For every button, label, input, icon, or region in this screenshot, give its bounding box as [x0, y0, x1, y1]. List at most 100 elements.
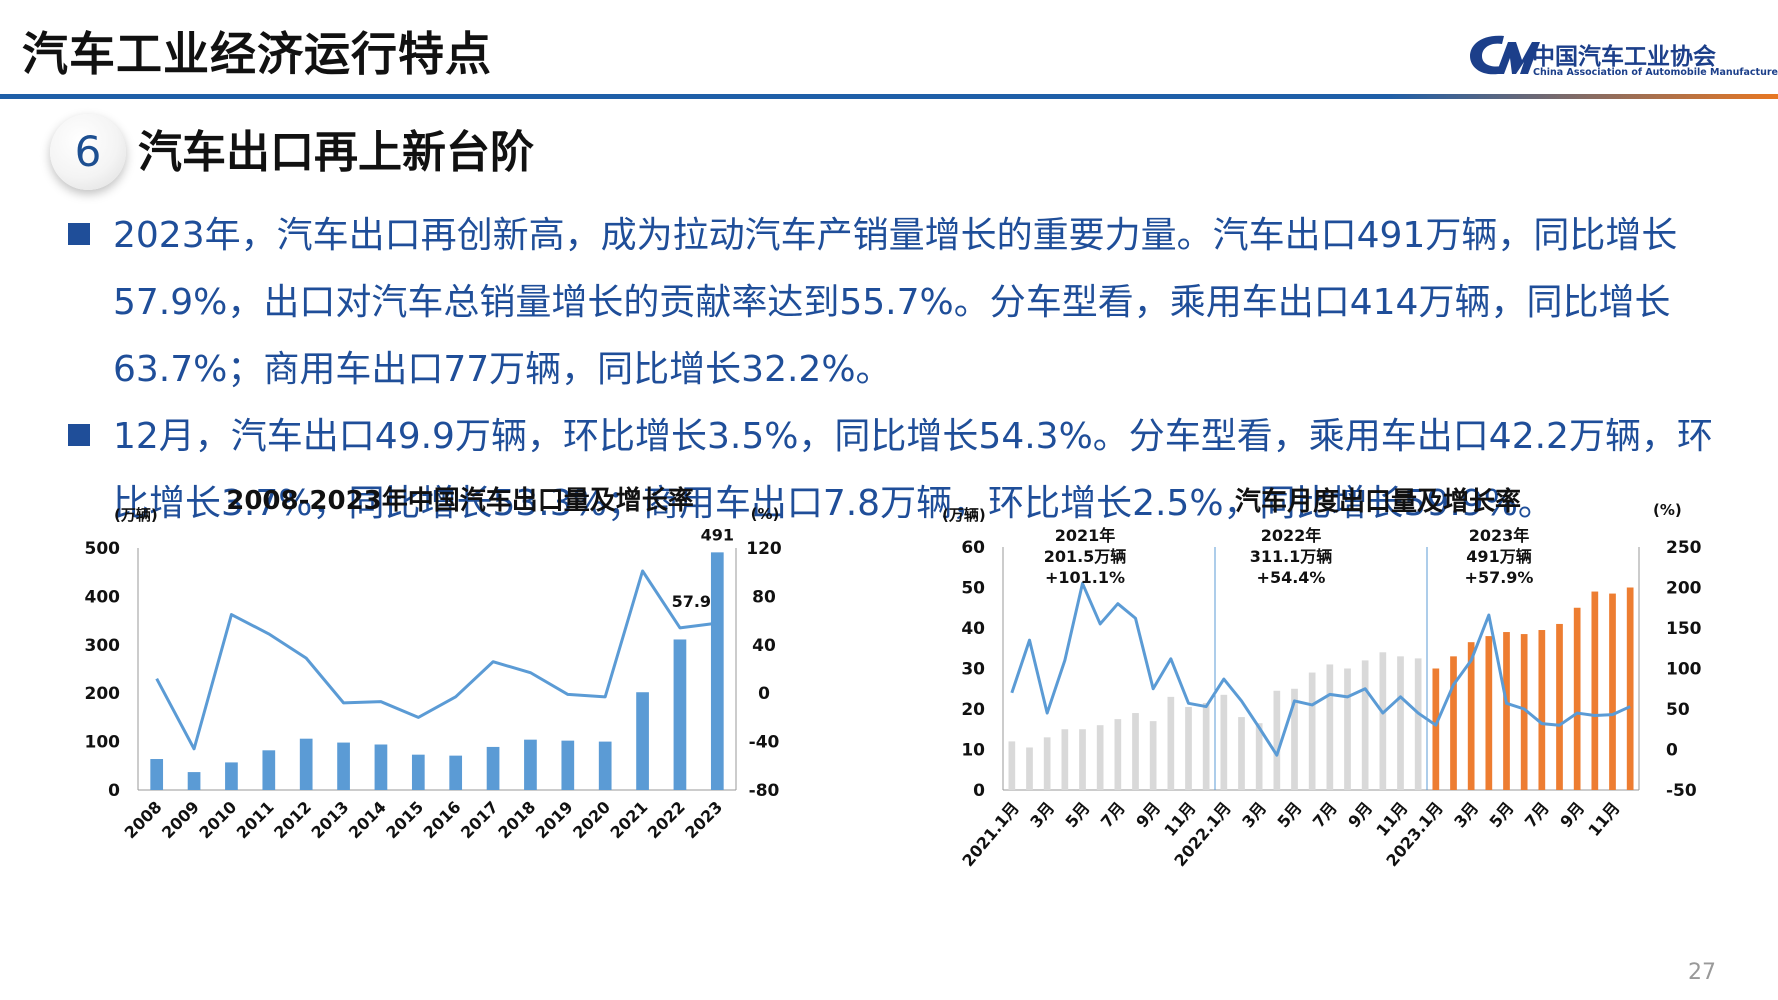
bar-monthly-export: [1414, 658, 1422, 790]
y-tick-label-left: 300: [85, 636, 121, 656]
bar-monthly-export: [1538, 630, 1546, 790]
bar-export-volume: [598, 741, 612, 790]
bar-export-volume: [673, 639, 687, 790]
chart-title: 2008-2023年中国汽车出口量及增长率: [226, 485, 694, 516]
bar-export-volume: [225, 762, 238, 790]
y-unit-right: (%): [751, 505, 780, 523]
line-growth-rate: [155, 569, 718, 751]
bar-monthly-export: [1026, 747, 1033, 790]
bar-monthly-export: [1520, 634, 1528, 790]
bar-monthly-export: [1344, 668, 1351, 790]
bar-export-volume: [561, 740, 575, 790]
bar-export-volume: [486, 746, 500, 790]
bar-monthly-export: [1043, 737, 1051, 790]
bar-monthly-export: [1397, 656, 1404, 790]
bullet-square-icon: [68, 424, 90, 446]
y-tick-label-right: 80: [752, 587, 776, 607]
bar-monthly-export: [1255, 723, 1263, 790]
bar-monthly-export: [1220, 694, 1228, 790]
bullet-item: 2023年，汽车出口再创新高，成为拉动汽车产销量增长的重要力量。汽车出口491万…: [68, 202, 1728, 403]
x-tick-label: 9月: [1344, 798, 1376, 831]
group-label-growth: +101.1%: [1045, 568, 1125, 587]
y-tick-label-left: 60: [961, 538, 985, 558]
bullet-item: 12月，汽车出口49.9万辆，环比增长3.5%，同比增长54.3%。分车型看，乘…: [68, 403, 1728, 537]
bar-export-volume: [337, 742, 350, 790]
y-tick-label-left: 500: [85, 539, 121, 559]
x-tick-label: 2008: [121, 797, 166, 842]
bar-monthly-export: [1079, 729, 1086, 790]
bar-monthly-export: [1361, 660, 1369, 790]
x-tick-label: 2013: [307, 797, 352, 842]
x-tick-label: 7月: [1309, 798, 1341, 831]
bar-monthly-export: [1591, 591, 1599, 790]
bar-monthly-export: [1326, 664, 1334, 790]
chart-title: 汽车月度出口量及增长率: [1235, 486, 1521, 517]
y-tick-label-right: 50: [1666, 700, 1690, 720]
annual-export-chart: 2008-2023年中国汽车出口量及增长率 (万辆) (%) 0 100 200 300 40…: [85, 485, 782, 842]
group-label-year: 2021年: [1055, 526, 1116, 545]
bar-monthly-export: [1008, 741, 1016, 790]
x-tick-label: 2023: [681, 797, 726, 842]
bar-monthly-export: [1114, 719, 1122, 790]
x-tick-label: 2022: [644, 797, 689, 842]
x-tick-label: 7月: [1521, 798, 1553, 831]
y-tick-label-left: 400: [85, 587, 121, 607]
x-tick-label: 2014: [345, 797, 390, 842]
y-tick-label-right: -40: [749, 733, 780, 753]
bar-monthly-export: [1573, 607, 1581, 790]
bar-export-volume: [187, 772, 201, 790]
bar-monthly-export: [1467, 642, 1475, 790]
bar-monthly-export: [1096, 725, 1104, 790]
y-tick-label-left: 0: [973, 781, 985, 801]
y-tick-label-right: 100: [1666, 660, 1702, 680]
group-label-total: 201.5万辆: [1044, 547, 1127, 566]
data-label: 57.9: [672, 592, 711, 611]
bar-monthly-export: [1609, 593, 1616, 790]
logo-text-cn: 中国汽车工业协会: [1532, 44, 1716, 70]
x-tick-label: 2011: [233, 797, 278, 842]
bar-export-volume: [411, 754, 425, 790]
bar-monthly-export: [1238, 717, 1245, 790]
y-tick-label-right: -50: [1666, 781, 1697, 801]
bar-monthly-export: [1291, 688, 1298, 790]
y-tick-label-left: 40: [961, 619, 985, 639]
bullet-list: 2023年，汽车出口再创新高，成为拉动汽车产销量增长的重要力量。汽车出口491万…: [68, 202, 1728, 537]
bar-monthly-export: [1432, 668, 1440, 790]
bar-export-volume: [150, 759, 164, 790]
x-tick-label: 9月: [1132, 798, 1164, 831]
y-tick-label-left: 30: [961, 660, 985, 680]
y-tick-label-right: 0: [758, 684, 770, 704]
y-tick-label-right: 150: [1666, 619, 1702, 639]
section-title: 汽车出口再上新台阶: [138, 127, 534, 178]
bar-monthly-export: [1132, 713, 1139, 790]
y-tick-label-left: 10: [961, 741, 985, 761]
y-unit-right: (%): [1653, 501, 1682, 519]
y-tick-label-right: 120: [746, 539, 782, 559]
group-label-year: 2023年: [1469, 526, 1530, 545]
x-tick-label: 2021.1月: [958, 798, 1023, 870]
y-tick-label-left: 20: [961, 700, 985, 720]
group-label-total: 311.1万辆: [1250, 547, 1333, 566]
bar-export-volume: [299, 738, 313, 790]
x-tick-label: 2018: [494, 797, 539, 842]
y-tick-label-left: 0: [108, 781, 120, 801]
group-label-growth: +57.9%: [1465, 568, 1534, 587]
x-tick-label: 5月: [1274, 798, 1306, 831]
y-unit-left: (万辆): [942, 506, 986, 524]
bar-export-volume: [710, 552, 724, 790]
bar-export-volume: [636, 692, 649, 790]
x-tick-label: 2021: [606, 797, 651, 842]
x-tick-label: 2019: [532, 797, 577, 842]
bar-monthly-export: [1149, 721, 1157, 790]
line-monthly-growth: [1010, 581, 1631, 757]
x-tick-label: 2012: [270, 797, 315, 842]
bar-monthly-export: [1626, 587, 1634, 790]
data-label: 491: [701, 525, 734, 544]
bar-monthly-export: [1556, 623, 1563, 790]
x-tick-label: 7月: [1097, 798, 1129, 831]
y-tick-label-right: 40: [752, 636, 776, 656]
bar-monthly-export: [1167, 696, 1175, 790]
section-number-badge: 6: [50, 114, 126, 190]
bar-export-volume: [262, 750, 276, 790]
page-title: 汽车工业经济运行特点: [22, 27, 492, 81]
